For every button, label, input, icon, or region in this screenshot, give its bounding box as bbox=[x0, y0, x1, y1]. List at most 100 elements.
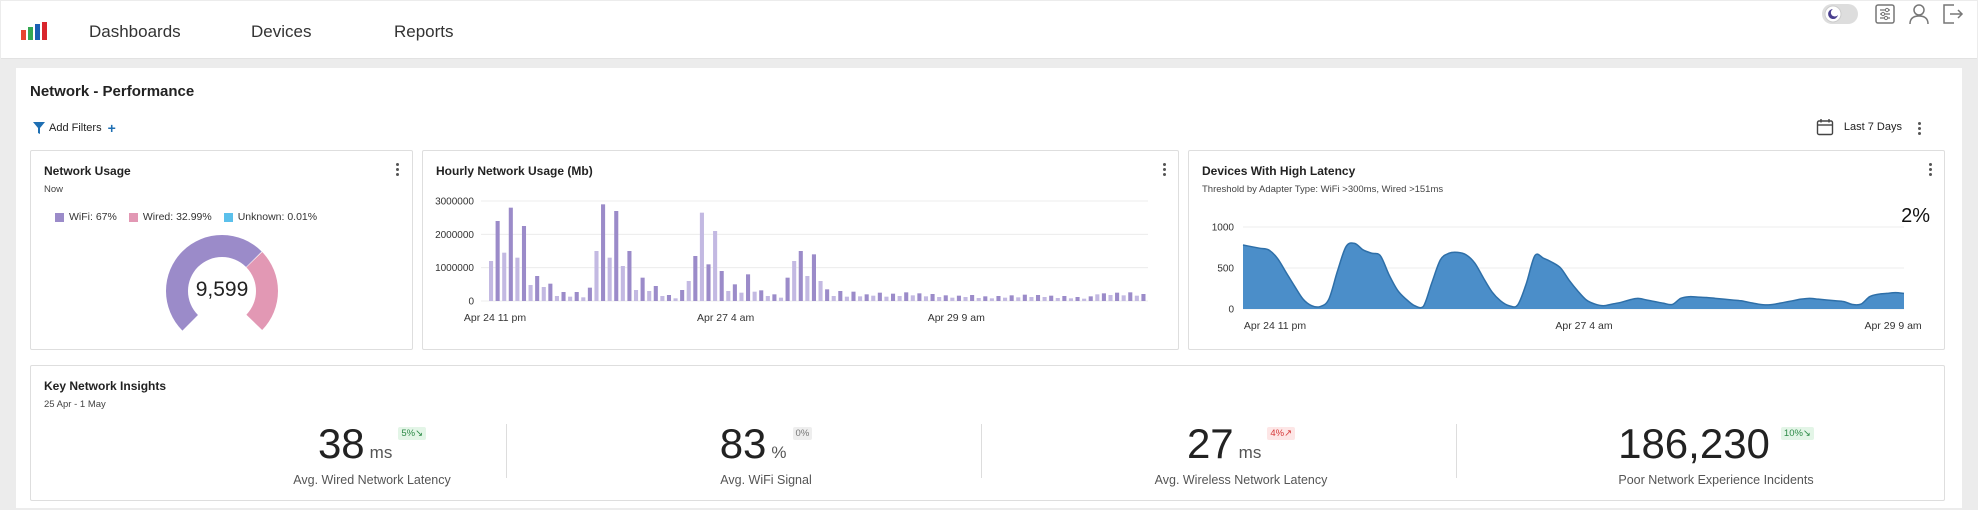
bar[interactable] bbox=[1035, 295, 1041, 301]
bar[interactable] bbox=[778, 297, 784, 301]
bar[interactable] bbox=[568, 296, 573, 301]
logout-icon[interactable] bbox=[1939, 1, 1965, 27]
bar[interactable] bbox=[858, 296, 863, 301]
bar[interactable] bbox=[680, 290, 685, 301]
bar[interactable] bbox=[660, 296, 665, 301]
bar[interactable] bbox=[495, 221, 500, 301]
bar[interactable] bbox=[937, 297, 942, 301]
legend-item-wired[interactable]: Wired: 32.99% bbox=[128, 211, 212, 223]
bar[interactable] bbox=[574, 292, 579, 301]
bar[interactable] bbox=[1075, 297, 1080, 301]
bar[interactable] bbox=[963, 297, 968, 301]
bar[interactable] bbox=[607, 257, 612, 301]
bar[interactable] bbox=[706, 264, 711, 301]
kpi-poor-experience[interactable]: 186,230 10%↘ Poor Network Experience Inc… bbox=[1516, 420, 1916, 487]
bar[interactable] bbox=[1088, 296, 1093, 301]
card-more-menu-icon[interactable] bbox=[1925, 163, 1935, 179]
latency-area-fill[interactable] bbox=[1243, 242, 1904, 309]
bar[interactable] bbox=[910, 295, 915, 301]
nav-reports[interactable]: Reports bbox=[394, 22, 454, 41]
bar[interactable] bbox=[1115, 292, 1120, 301]
bar[interactable] bbox=[686, 281, 691, 301]
bar[interactable] bbox=[1003, 297, 1008, 301]
bar[interactable] bbox=[502, 252, 507, 301]
bar[interactable] bbox=[930, 294, 935, 301]
bar[interactable] bbox=[1016, 297, 1021, 301]
page-more-menu-icon[interactable] bbox=[1914, 122, 1924, 138]
bar[interactable] bbox=[1022, 294, 1027, 301]
bar[interactable] bbox=[1068, 298, 1074, 301]
bar[interactable] bbox=[1055, 298, 1060, 301]
bar[interactable] bbox=[943, 295, 948, 301]
bar[interactable] bbox=[772, 294, 777, 301]
bar[interactable] bbox=[1095, 294, 1100, 301]
bar[interactable] bbox=[923, 296, 929, 301]
bar[interactable] bbox=[1009, 295, 1014, 301]
kpi-wireless-latency[interactable]: 27 ms 4%↗ Avg. Wireless Network Latency bbox=[1041, 420, 1441, 487]
bar[interactable] bbox=[1062, 296, 1067, 301]
bar[interactable] bbox=[521, 226, 527, 301]
nav-dashboards[interactable]: Dashboards bbox=[89, 22, 181, 41]
bar[interactable] bbox=[713, 231, 718, 301]
bar[interactable] bbox=[825, 289, 830, 301]
bar[interactable] bbox=[739, 292, 744, 301]
bar[interactable] bbox=[1082, 298, 1087, 301]
bar[interactable] bbox=[877, 292, 882, 301]
bar[interactable] bbox=[759, 290, 764, 301]
bar[interactable] bbox=[983, 296, 988, 301]
legend-item-wifi[interactable]: WiFi: 67% bbox=[55, 211, 117, 223]
bar[interactable] bbox=[732, 284, 737, 301]
bar[interactable] bbox=[1121, 295, 1126, 301]
bar[interactable] bbox=[851, 291, 856, 301]
bar[interactable] bbox=[765, 296, 770, 301]
donut-slice-wifi[interactable] bbox=[165, 234, 262, 331]
bar[interactable] bbox=[726, 291, 731, 301]
bar[interactable] bbox=[785, 277, 790, 301]
bar[interactable] bbox=[1042, 297, 1047, 301]
bar[interactable] bbox=[548, 283, 553, 301]
bar[interactable] bbox=[627, 251, 632, 301]
bar[interactable] bbox=[489, 261, 494, 301]
bar[interactable] bbox=[1141, 294, 1146, 301]
bar[interactable] bbox=[719, 271, 724, 301]
bar[interactable] bbox=[752, 291, 757, 301]
bar[interactable] bbox=[864, 294, 869, 301]
bar[interactable] bbox=[693, 256, 698, 301]
bar[interactable] bbox=[976, 298, 981, 301]
donut-slice-wired[interactable] bbox=[246, 252, 278, 331]
bar[interactable] bbox=[956, 295, 961, 301]
bar[interactable] bbox=[541, 287, 546, 301]
bar[interactable] bbox=[871, 295, 876, 301]
bar[interactable] bbox=[838, 291, 843, 301]
bar[interactable] bbox=[884, 296, 889, 301]
bar[interactable] bbox=[1049, 295, 1054, 301]
kpi-wifi-signal[interactable]: 83 % 0% Avg. WiFi Signal bbox=[566, 420, 966, 487]
bar[interactable] bbox=[1101, 293, 1106, 301]
bar[interactable] bbox=[818, 281, 823, 301]
user-profile-icon[interactable] bbox=[1906, 1, 1932, 27]
bar[interactable] bbox=[831, 296, 836, 301]
bar[interactable] bbox=[989, 298, 994, 301]
legend-item-unknown[interactable]: Unknown: 0.01% bbox=[223, 211, 317, 223]
bar[interactable] bbox=[515, 257, 520, 301]
bar[interactable] bbox=[594, 251, 599, 301]
dark-mode-toggle-icon[interactable] bbox=[1821, 1, 1859, 27]
bar[interactable] bbox=[554, 296, 559, 301]
kpi-wired-latency[interactable]: 38 ms 5%↘ Avg. Wired Network Latency bbox=[172, 420, 572, 487]
bar[interactable] bbox=[535, 276, 540, 301]
bar[interactable] bbox=[653, 286, 658, 301]
bar[interactable] bbox=[581, 297, 586, 301]
bar[interactable] bbox=[699, 212, 704, 301]
bar[interactable] bbox=[1029, 297, 1034, 301]
bar[interactable] bbox=[561, 292, 566, 301]
bar[interactable] bbox=[614, 211, 619, 301]
bar[interactable] bbox=[633, 290, 639, 301]
card-more-menu-icon[interactable] bbox=[1159, 163, 1169, 179]
bar[interactable] bbox=[647, 291, 652, 301]
bar[interactable] bbox=[601, 204, 606, 301]
bar[interactable] bbox=[917, 293, 922, 301]
bar[interactable] bbox=[970, 295, 975, 301]
bar[interactable] bbox=[950, 297, 955, 301]
bar[interactable] bbox=[673, 298, 678, 301]
bar[interactable] bbox=[1134, 295, 1139, 301]
